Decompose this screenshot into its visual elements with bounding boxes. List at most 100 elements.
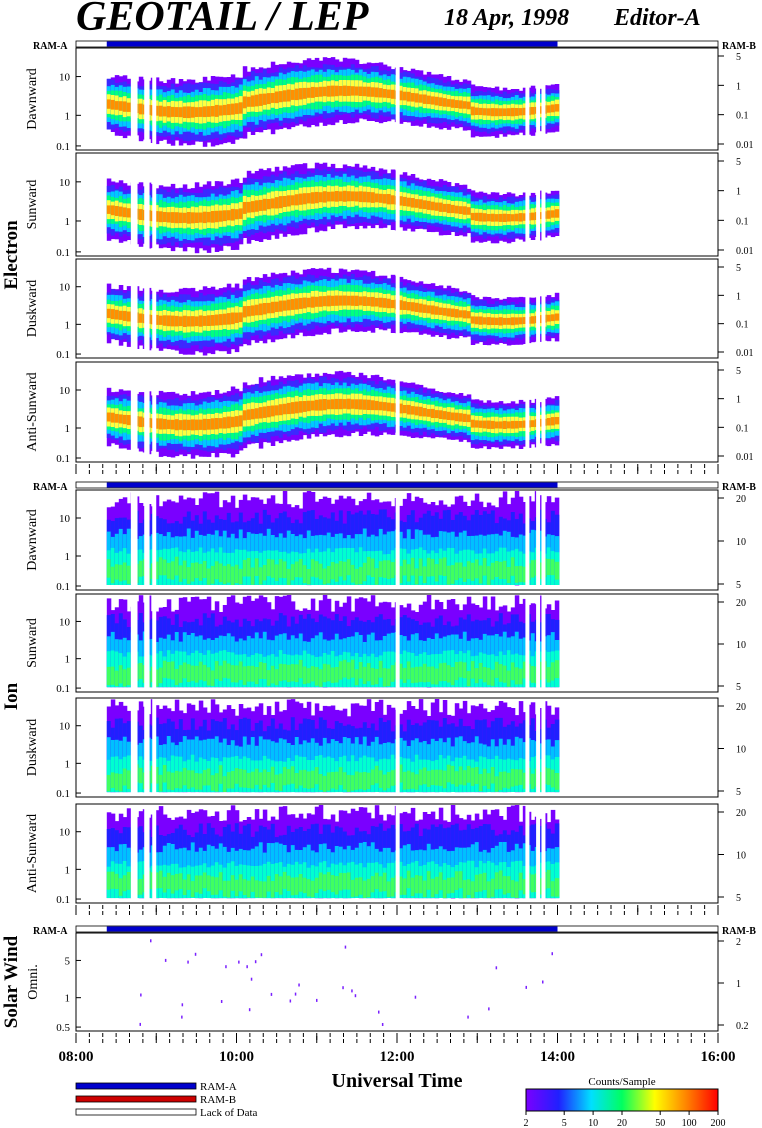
left-tick-label: 1 bbox=[65, 423, 71, 435]
panel-frame bbox=[75, 258, 719, 359]
ram-a-label: RAM-A bbox=[33, 41, 68, 52]
left-tick-label: 10 bbox=[59, 385, 71, 397]
panel-electron-sunward: Sunward 10 1 0.1 5 1 0.1 0.01 bbox=[25, 152, 754, 259]
left-tick-label: 1 bbox=[65, 319, 71, 331]
panel-frame bbox=[75, 361, 719, 463]
ram-bar: RAM-A RAM-B bbox=[33, 925, 756, 937]
right-tick-label: 2 bbox=[736, 937, 741, 948]
legend: RAM-A RAM-B Lack of Data bbox=[75, 1081, 258, 1119]
colorbar: Counts/Sample 2 5 10 20 50 100 200 bbox=[524, 1076, 726, 1128]
panel-frame bbox=[75, 803, 719, 904]
panel-ion-anti-sunward: Anti-Sunward 10 1 0.1 20 10 5 bbox=[25, 803, 746, 906]
x-axis-label: Universal Time bbox=[332, 1070, 463, 1092]
right-tick-label: 0.2 bbox=[736, 1021, 749, 1032]
panel-electron-duskward: Duskward 10 1 0.1 5 1 0.1 0.01 bbox=[25, 258, 754, 361]
ram-b-label: RAM-B bbox=[722, 926, 756, 937]
legend-label-ram-b: RAM-B bbox=[200, 1094, 236, 1106]
left-tick-label: 1 bbox=[65, 110, 71, 122]
right-tick-label: 1 bbox=[736, 187, 741, 198]
panel-ion-duskward: Duskward 10 1 0.1 20 10 5 bbox=[25, 697, 746, 800]
panel-label: Anti-Sunward bbox=[25, 372, 40, 451]
ram-bar: RAM-A RAM-B bbox=[33, 481, 756, 493]
right-tick-label: 5 bbox=[736, 893, 741, 904]
panel-sw-omni-: Omni. 5 1 0.5 2 1 0.2 bbox=[26, 932, 749, 1034]
panel-label: Dawnward bbox=[25, 68, 40, 129]
colorbar-tick-label: 5 bbox=[562, 1118, 567, 1128]
panel-ion-dawnward: Dawnward 10 1 0.1 20 10 5 bbox=[25, 489, 746, 593]
right-tick-label: 5 bbox=[736, 580, 741, 591]
right-tick-label: 1 bbox=[736, 395, 741, 406]
group-label-electron: Electron bbox=[1, 220, 22, 290]
panel-frame bbox=[75, 489, 719, 591]
legend-swatch-ram-b bbox=[75, 1095, 197, 1103]
right-tick-label: 10 bbox=[736, 851, 746, 862]
right-tick-label: 0.1 bbox=[736, 216, 749, 227]
panel-frame bbox=[75, 697, 719, 798]
colorbar-tick-label: 20 bbox=[617, 1118, 627, 1128]
colorbar-tick-label: 2 bbox=[524, 1118, 529, 1128]
left-tick-label: 10 bbox=[59, 177, 71, 189]
left-tick-label: 1 bbox=[65, 864, 71, 876]
panel-label: Omni. bbox=[26, 964, 41, 999]
colorbar-tick-label: 10 bbox=[588, 1118, 598, 1128]
figure-title: GEOTAIL / LEP bbox=[76, 0, 369, 40]
left-tick-label: 0.1 bbox=[56, 349, 70, 361]
right-tick-label: 0.1 bbox=[736, 320, 749, 331]
panel-frame bbox=[75, 932, 719, 1032]
panel-label: Sunward bbox=[25, 180, 40, 230]
right-tick-label: 0.01 bbox=[736, 452, 754, 463]
left-tick-label: 0.1 bbox=[56, 683, 70, 695]
colorbar-tick-label: 100 bbox=[682, 1118, 697, 1128]
right-tick-label: 0.1 bbox=[736, 423, 749, 434]
x-tick-label: 14:00 bbox=[540, 1049, 575, 1065]
left-tick-label: 10 bbox=[59, 616, 71, 628]
right-tick-label: 10 bbox=[736, 640, 746, 651]
left-tick-label: 10 bbox=[59, 282, 71, 294]
left-tick-label: 1 bbox=[65, 216, 71, 228]
time-ticks bbox=[75, 464, 719, 474]
legend-label-no-data: Lack of Data bbox=[200, 1107, 258, 1119]
left-tick-label: 10 bbox=[59, 513, 71, 525]
panels-layer: RAM-A RAM-B Electron Dawnward 10 1 0.1 5 1 0.1 0.0… bbox=[1, 40, 756, 1065]
x-tick-label: 08:00 bbox=[59, 1049, 94, 1065]
ram-bar: RAM-A RAM-B bbox=[33, 40, 756, 52]
left-tick-label: 1 bbox=[65, 758, 71, 770]
ram-a-label: RAM-A bbox=[33, 482, 68, 493]
group-label-sw: Solar Wind bbox=[1, 935, 22, 1028]
left-tick-label: 10 bbox=[59, 721, 71, 733]
ram-a-coverage bbox=[106, 926, 558, 932]
group-label-ion: Ion bbox=[1, 682, 22, 710]
left-tick-label: 0.1 bbox=[56, 581, 70, 593]
right-tick-label: 0.01 bbox=[736, 246, 754, 257]
panel-ion-sunward: Sunward 10 1 0.1 20 10 5 bbox=[25, 593, 746, 695]
panel-frame bbox=[75, 152, 719, 257]
right-tick-label: 10 bbox=[736, 745, 746, 756]
ram-a-label: RAM-A bbox=[33, 926, 68, 937]
legend-label-ram-a: RAM-A bbox=[200, 1081, 237, 1093]
left-tick-label: 1 bbox=[65, 654, 71, 666]
ram-a-coverage bbox=[106, 41, 558, 47]
panel-electron-dawnward: Dawnward 10 1 0.1 5 1 0.1 0.01 bbox=[25, 47, 754, 153]
panel-label: Duskward bbox=[25, 719, 40, 777]
legend-swatch-no-data bbox=[75, 1108, 197, 1116]
panel-label: Anti-Sunward bbox=[25, 814, 40, 893]
left-tick-label: 0.1 bbox=[56, 788, 70, 800]
right-tick-label: 20 bbox=[736, 598, 746, 609]
colorbar-label: Counts/Sample bbox=[588, 1076, 655, 1088]
right-tick-label: 20 bbox=[736, 702, 746, 713]
time-ticks bbox=[75, 905, 719, 915]
colorbar-scale bbox=[525, 1088, 719, 1112]
left-tick-label: 10 bbox=[59, 72, 71, 84]
legend-swatch-ram-a bbox=[75, 1082, 197, 1090]
panel-electron-anti-sunward: Anti-Sunward 10 1 0.1 5 1 0.1 0.01 bbox=[25, 361, 754, 465]
x-tick-label: 12:00 bbox=[380, 1049, 415, 1065]
left-tick-label: 5 bbox=[65, 955, 71, 967]
colorbar-tick-label: 50 bbox=[655, 1118, 665, 1128]
right-tick-label: 0.1 bbox=[736, 111, 749, 122]
panel-label: Dawnward bbox=[25, 509, 40, 570]
x-tick-label: 16:00 bbox=[701, 1049, 736, 1065]
panel-frame bbox=[75, 593, 719, 693]
left-tick-label: 0.1 bbox=[56, 453, 70, 465]
left-tick-label: 0.1 bbox=[56, 141, 70, 153]
right-tick-label: 1 bbox=[736, 291, 741, 302]
